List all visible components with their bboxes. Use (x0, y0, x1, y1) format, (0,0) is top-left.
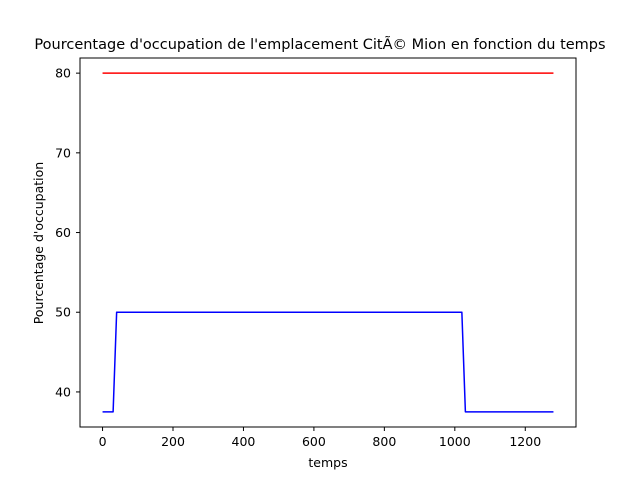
x-tick-label: 1000 (439, 434, 471, 449)
axes-frame (79, 57, 577, 428)
y-axis-label: Pourcentage d'occupation (31, 162, 46, 324)
x-tick-label: 200 (161, 434, 185, 449)
y-tick-label: 60 (55, 225, 71, 240)
y-tick-label: 80 (55, 66, 71, 81)
x-axis-ticks: 0 200 400 600 800 1000 1200 (99, 427, 541, 449)
y-axis-ticks: 40 50 60 70 80 (55, 66, 80, 399)
series-line-2 (102, 311, 554, 413)
y-tick-label: 50 (55, 305, 71, 320)
y-tick-label: 40 (55, 384, 71, 399)
x-tick-label: 1200 (509, 434, 541, 449)
x-tick-label: 600 (302, 434, 326, 449)
y-tick-label: 70 (55, 145, 71, 160)
chart-title: Pourcentage d'occupation de l'emplacemen… (34, 36, 605, 53)
x-tick-label: 400 (232, 434, 256, 449)
x-tick-label: 0 (99, 434, 107, 449)
x-tick-label: 800 (372, 434, 396, 449)
plot-area (79, 57, 577, 428)
x-axis-label: temps (308, 455, 347, 470)
